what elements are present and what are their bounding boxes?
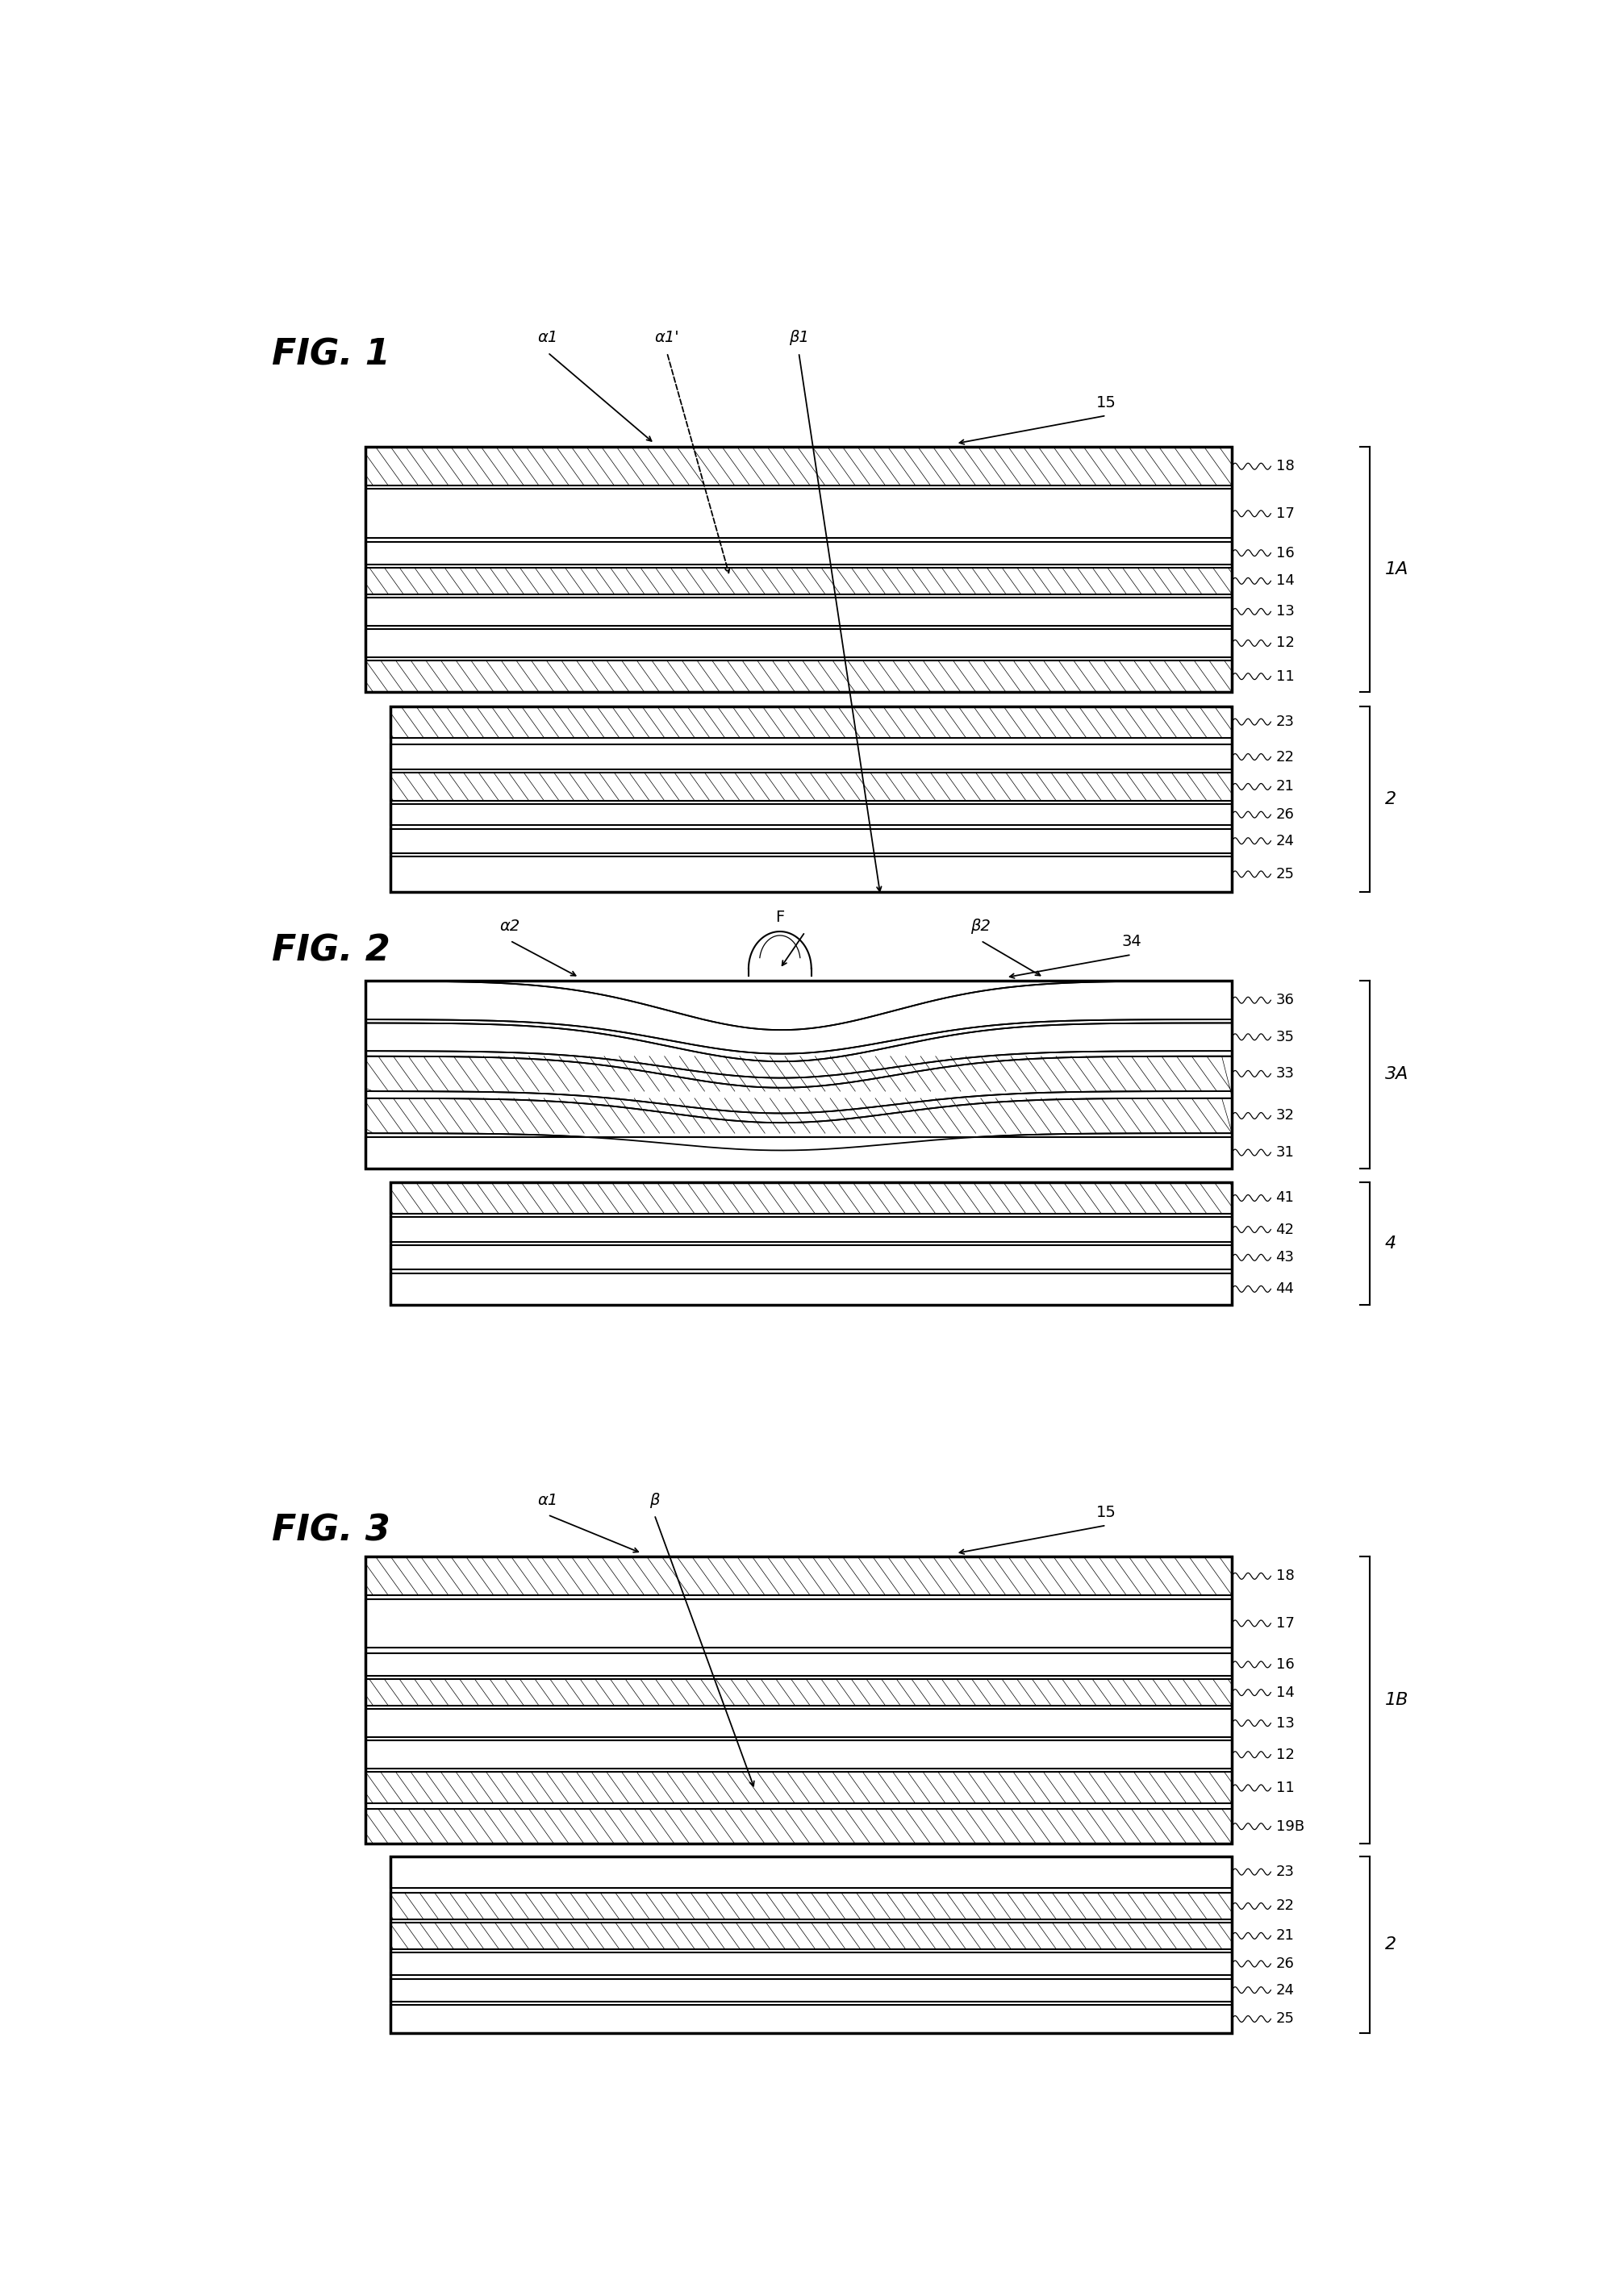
Text: 18: 18 [1276,459,1294,473]
Bar [366,567,1232,595]
Bar [366,1740,1232,1768]
Bar [390,1952,1232,1975]
Text: α2: α2 [500,918,520,934]
Text: α1: α1 [538,331,557,344]
Text: β1: β1 [788,331,808,344]
Bar [366,629,1232,657]
Text: 43: 43 [1276,1251,1294,1265]
Bar [390,1182,1232,1304]
Text: 24: 24 [1276,1984,1294,1998]
Text: FIG. 1: FIG. 1 [272,338,390,372]
Bar [366,1708,1232,1738]
Text: 41: 41 [1276,1192,1294,1205]
Text: 42: 42 [1276,1221,1294,1238]
Bar [366,1653,1232,1676]
Text: 15: 15 [1096,395,1115,411]
Bar [390,707,1232,891]
Bar [390,1855,1232,1887]
Bar [366,542,1232,565]
Text: F: F [776,909,784,925]
Bar [366,448,1232,691]
Text: FIG. 3: FIG. 3 [272,1513,390,1548]
Bar [366,597,1232,625]
Text: 1A: 1A [1384,563,1409,579]
Bar [366,1809,1232,1844]
Text: 32: 32 [1276,1109,1294,1123]
Text: 24: 24 [1276,833,1294,847]
Text: 23: 23 [1276,714,1294,730]
Bar [390,1979,1232,2002]
Bar [366,1773,1232,1805]
Text: 16: 16 [1276,546,1294,560]
Text: 12: 12 [1276,1747,1294,1761]
Text: 13: 13 [1276,1715,1294,1731]
Bar [390,804,1232,824]
Text: 33: 33 [1276,1065,1294,1081]
Bar [390,1892,1232,1919]
Text: 4: 4 [1384,1235,1396,1251]
Text: α1': α1' [654,331,678,344]
Bar [390,1855,1232,2032]
Text: 23: 23 [1276,1864,1294,1878]
Text: 21: 21 [1276,778,1294,794]
Text: β: β [649,1492,659,1508]
Bar [366,489,1232,537]
Text: 16: 16 [1276,1658,1294,1671]
Bar [366,661,1232,691]
Text: 11: 11 [1276,1782,1294,1795]
Text: 44: 44 [1276,1281,1294,1297]
Polygon shape [366,1024,1232,1077]
Text: 36: 36 [1276,992,1294,1008]
Text: 25: 25 [1276,868,1294,882]
Bar [366,1598,1232,1649]
Text: 19B: 19B [1276,1818,1303,1835]
Text: 21: 21 [1276,1929,1294,1942]
Bar [390,744,1232,769]
Bar [366,1678,1232,1706]
Text: 22: 22 [1276,1899,1294,1913]
Text: 17: 17 [1276,1616,1294,1630]
Bar [390,1182,1232,1215]
Bar [390,1217,1232,1242]
Polygon shape [366,1097,1232,1150]
Bar [390,1922,1232,1949]
Bar [366,1137,1232,1169]
Text: 25: 25 [1276,2011,1294,2025]
Text: α1: α1 [538,1492,557,1508]
Text: 2: 2 [1384,790,1396,806]
Text: 26: 26 [1276,808,1294,822]
Text: 18: 18 [1276,1568,1294,1584]
Bar [366,448,1232,484]
Text: 22: 22 [1276,748,1294,765]
Text: 35: 35 [1276,1029,1294,1045]
Polygon shape [366,1056,1232,1114]
Text: 31: 31 [1276,1146,1294,1159]
Bar [390,707,1232,737]
Text: 12: 12 [1276,636,1294,650]
Text: 1B: 1B [1384,1692,1409,1708]
Text: 15: 15 [1096,1504,1115,1520]
Text: 11: 11 [1276,668,1294,684]
Bar [366,1557,1232,1596]
Bar [390,856,1232,891]
Text: 2: 2 [1384,1936,1396,1952]
Text: FIG. 2: FIG. 2 [272,932,390,969]
Text: β2: β2 [970,918,991,934]
Bar [366,980,1232,1169]
Bar [390,1274,1232,1304]
Polygon shape [366,980,1232,1054]
Bar [390,829,1232,854]
Text: 3A: 3A [1384,1068,1409,1084]
Text: 14: 14 [1276,574,1294,588]
Bar [366,1557,1232,1844]
Bar [390,2004,1232,2032]
Text: 34: 34 [1120,934,1141,951]
Text: 13: 13 [1276,604,1294,620]
Text: 17: 17 [1276,507,1294,521]
Bar [390,774,1232,801]
Text: 14: 14 [1276,1685,1294,1699]
Bar [390,1244,1232,1270]
Text: 26: 26 [1276,1956,1294,1970]
